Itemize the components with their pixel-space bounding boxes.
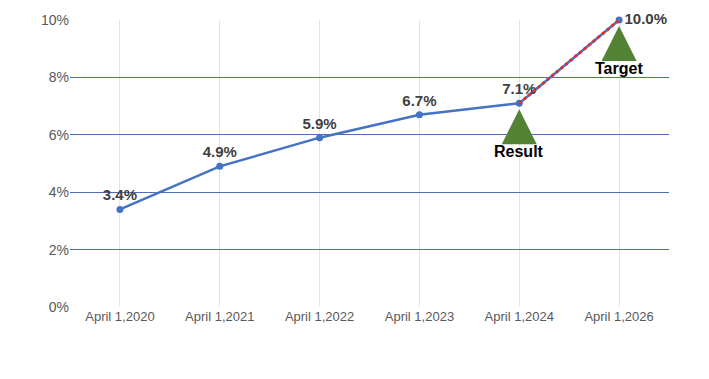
- svg-text:7.1%: 7.1%: [502, 80, 536, 97]
- svg-text:April 1,2022: April 1,2022: [285, 309, 354, 324]
- svg-text:4%: 4%: [49, 184, 69, 200]
- svg-text:6.7%: 6.7%: [402, 92, 436, 109]
- svg-text:April 1,2020: April 1,2020: [85, 309, 154, 324]
- svg-text:10.0%: 10.0%: [624, 10, 667, 27]
- svg-text:3.4%: 3.4%: [103, 186, 137, 203]
- svg-text:April 1,2024: April 1,2024: [485, 309, 554, 324]
- svg-text:5.9%: 5.9%: [302, 115, 336, 132]
- svg-text:Target: Target: [595, 60, 643, 77]
- svg-text:2%: 2%: [49, 242, 69, 258]
- svg-text:0%: 0%: [49, 299, 69, 315]
- svg-text:8%: 8%: [49, 69, 69, 85]
- svg-text:Result: Result: [494, 143, 544, 160]
- svg-text:April 1,2021: April 1,2021: [185, 309, 254, 324]
- svg-text:April 1,2026: April 1,2026: [584, 309, 653, 324]
- svg-text:10%: 10%: [41, 12, 69, 28]
- svg-text:6%: 6%: [49, 127, 69, 143]
- svg-text:April 1,2023: April 1,2023: [385, 309, 454, 324]
- svg-text:4.9%: 4.9%: [203, 143, 237, 160]
